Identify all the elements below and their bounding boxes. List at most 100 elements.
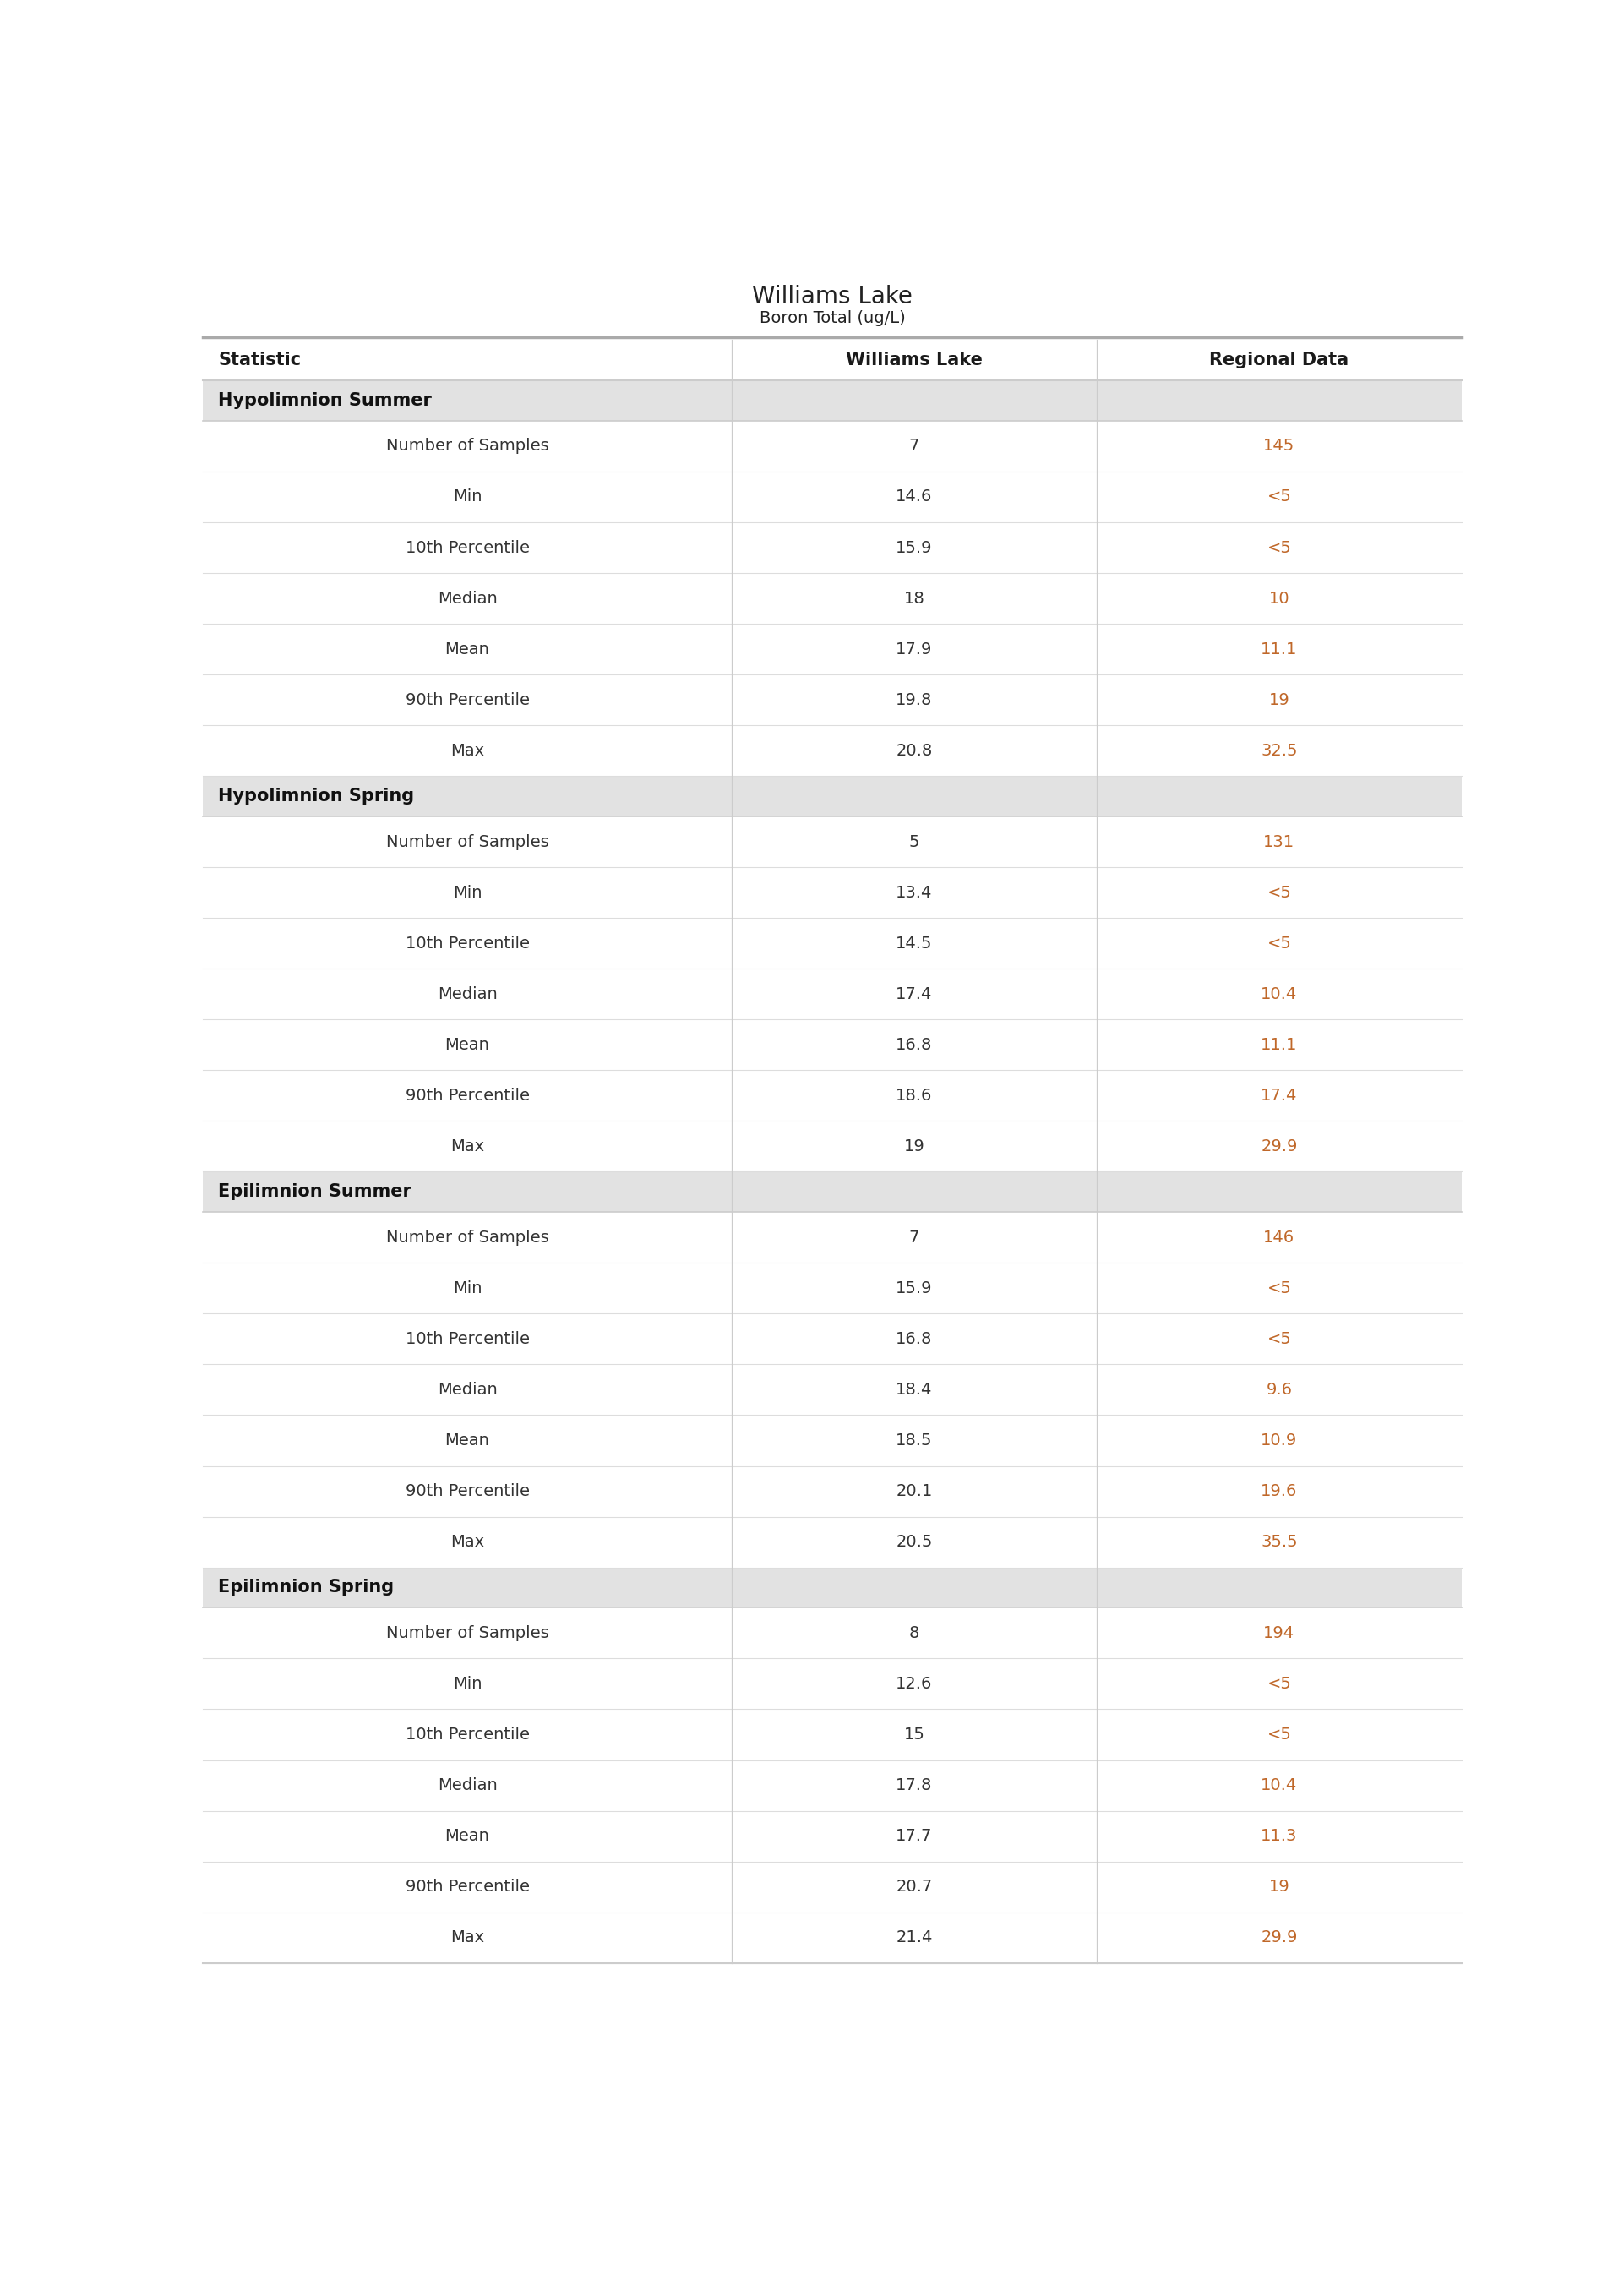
Bar [203, 572, 1462, 624]
Bar [203, 1659, 1462, 1709]
Bar [203, 1364, 1462, 1414]
Text: 10th Percentile: 10th Percentile [406, 935, 529, 951]
Text: 10.9: 10.9 [1260, 1432, 1298, 1448]
Text: Max: Max [450, 742, 484, 758]
Text: 12.6: 12.6 [896, 1675, 932, 1691]
Text: <5: <5 [1267, 1330, 1291, 1346]
Text: Min: Min [453, 488, 482, 504]
Text: 17.8: 17.8 [896, 1777, 932, 1793]
Bar [203, 817, 1462, 867]
Text: Regional Data: Regional Data [1210, 352, 1350, 368]
Text: 18.6: 18.6 [896, 1087, 932, 1103]
Bar [203, 1121, 1462, 1171]
Text: 17.7: 17.7 [896, 1827, 932, 1843]
Bar [203, 1069, 1462, 1121]
Text: 19: 19 [1268, 1880, 1289, 1895]
Text: <5: <5 [1267, 488, 1291, 504]
Text: <5: <5 [1267, 540, 1291, 556]
Text: 10.4: 10.4 [1260, 985, 1298, 1001]
Text: Median: Median [437, 590, 497, 606]
Text: 21.4: 21.4 [896, 1930, 932, 1945]
Bar [203, 969, 1462, 1019]
Bar [203, 1019, 1462, 1069]
Text: Number of Samples: Number of Samples [387, 438, 549, 454]
Text: 18.4: 18.4 [896, 1382, 932, 1398]
Text: 17.4: 17.4 [896, 985, 932, 1001]
Bar [203, 420, 1462, 472]
Bar [203, 1911, 1462, 1964]
Text: 194: 194 [1263, 1625, 1294, 1641]
Bar [203, 1212, 1462, 1262]
Text: Number of Samples: Number of Samples [387, 1230, 549, 1246]
Bar [203, 1516, 1462, 1566]
Text: 18.5: 18.5 [896, 1432, 932, 1448]
Text: <5: <5 [1267, 1675, 1291, 1691]
Text: 13.4: 13.4 [896, 885, 932, 901]
Text: 19.8: 19.8 [896, 692, 932, 708]
Bar [203, 726, 1462, 776]
Text: 19: 19 [1268, 692, 1289, 708]
Text: 20.5: 20.5 [896, 1535, 932, 1550]
Text: 35.5: 35.5 [1260, 1535, 1298, 1550]
Text: <5: <5 [1267, 1727, 1291, 1743]
Text: 7: 7 [909, 1230, 919, 1246]
Text: 8: 8 [909, 1625, 919, 1641]
Bar [203, 674, 1462, 726]
Text: 10: 10 [1268, 590, 1289, 606]
Text: <5: <5 [1267, 935, 1291, 951]
Text: 11.1: 11.1 [1260, 1037, 1298, 1053]
Text: Median: Median [437, 1777, 497, 1793]
Text: 10th Percentile: 10th Percentile [406, 1330, 529, 1346]
Bar [203, 1709, 1462, 1759]
Text: 15: 15 [903, 1727, 924, 1743]
Bar [203, 1314, 1462, 1364]
Text: Min: Min [453, 1675, 482, 1691]
Text: Epilimnion Summer: Epilimnion Summer [218, 1183, 411, 1201]
Text: Mean: Mean [445, 640, 490, 658]
Text: 17.9: 17.9 [896, 640, 932, 658]
Bar [203, 340, 1462, 381]
Text: 10th Percentile: 10th Percentile [406, 1727, 529, 1743]
Bar [203, 381, 1462, 420]
Text: 15.9: 15.9 [896, 540, 932, 556]
Text: 18: 18 [903, 590, 924, 606]
Text: 29.9: 29.9 [1260, 1930, 1298, 1945]
Text: 20.7: 20.7 [896, 1880, 932, 1895]
Text: 14.6: 14.6 [896, 488, 932, 504]
Text: 32.5: 32.5 [1260, 742, 1298, 758]
Text: 29.9: 29.9 [1260, 1137, 1298, 1155]
Text: 146: 146 [1263, 1230, 1294, 1246]
Text: 20.1: 20.1 [896, 1482, 932, 1498]
Text: 19.6: 19.6 [1260, 1482, 1298, 1498]
Text: 90th Percentile: 90th Percentile [406, 1482, 529, 1498]
Text: Min: Min [453, 885, 482, 901]
Text: 90th Percentile: 90th Percentile [406, 1087, 529, 1103]
Text: Median: Median [437, 1382, 497, 1398]
Text: Max: Max [450, 1930, 484, 1945]
Text: 5: 5 [909, 833, 919, 849]
Text: Mean: Mean [445, 1827, 490, 1843]
Text: 131: 131 [1263, 833, 1294, 849]
Text: 11.3: 11.3 [1260, 1827, 1298, 1843]
Text: 16.8: 16.8 [896, 1037, 932, 1053]
Bar [203, 1607, 1462, 1659]
Text: 16.8: 16.8 [896, 1330, 932, 1346]
Text: 14.5: 14.5 [896, 935, 932, 951]
Text: Hypolimnion Summer: Hypolimnion Summer [218, 393, 432, 409]
Text: 20.8: 20.8 [896, 742, 932, 758]
Bar [203, 917, 1462, 969]
Text: 10th Percentile: 10th Percentile [406, 540, 529, 556]
Bar [203, 1759, 1462, 1811]
Text: 15.9: 15.9 [896, 1280, 932, 1296]
Text: Williams Lake: Williams Lake [752, 284, 913, 309]
Text: Median: Median [437, 985, 497, 1001]
Text: Mean: Mean [445, 1037, 490, 1053]
Bar [203, 522, 1462, 572]
Text: Statistic: Statistic [218, 352, 300, 368]
Text: Hypolimnion Spring: Hypolimnion Spring [218, 788, 414, 804]
Bar [203, 1414, 1462, 1466]
Text: Williams Lake: Williams Lake [846, 352, 983, 368]
Bar [203, 867, 1462, 917]
Text: 10.4: 10.4 [1260, 1777, 1298, 1793]
Text: Max: Max [450, 1535, 484, 1550]
